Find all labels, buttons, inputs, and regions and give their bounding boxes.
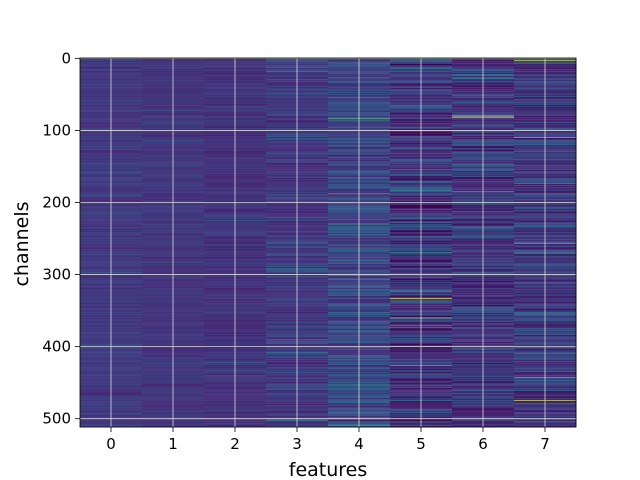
x-tick-label: 2: [230, 435, 240, 453]
x-tick-label: 6: [478, 435, 488, 453]
x-tick-label: 5: [416, 435, 426, 453]
grid-lines: [80, 57, 576, 427]
heatmap-cells: [80, 58, 577, 428]
y-ticks: 0 100 200 300 400 500: [42, 49, 80, 428]
x-tick-label: 3: [292, 435, 302, 453]
x-ticks: 0 1 2 3 4 5 6 7: [106, 427, 550, 453]
y-tick-label: 300: [42, 266, 71, 284]
x-tick-label: 1: [168, 435, 178, 453]
y-tick-label: 200: [42, 194, 71, 212]
plot-frame: [79, 57, 577, 428]
y-tick-label: 0: [61, 49, 71, 67]
y-tick-label: 500: [42, 410, 71, 428]
y-tick-label: 100: [42, 121, 71, 139]
x-tick-label: 4: [354, 435, 364, 453]
x-tick-label: 0: [106, 435, 116, 453]
y-axis-label: channels: [11, 201, 33, 286]
y-tick-label: 400: [42, 338, 71, 356]
x-tick-label: 7: [540, 435, 550, 453]
x-axis-label: features: [289, 459, 368, 480]
